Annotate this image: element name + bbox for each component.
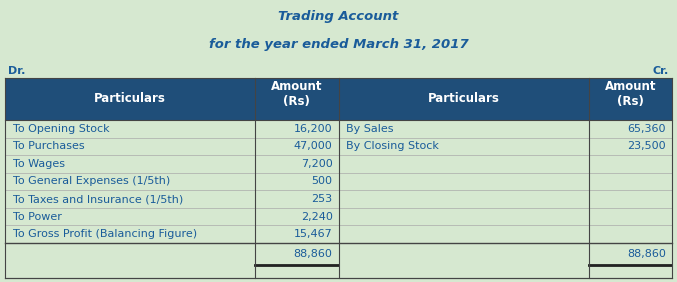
Text: To Opening Stock: To Opening Stock (13, 124, 110, 134)
Text: Amount
(Rs): Amount (Rs) (605, 80, 656, 108)
Text: By Sales: By Sales (347, 124, 394, 134)
Text: To Wages: To Wages (13, 159, 65, 169)
Text: 88,860: 88,860 (294, 249, 332, 259)
Text: Trading Account: Trading Account (278, 10, 399, 23)
Text: 500: 500 (311, 177, 332, 186)
Text: 2,240: 2,240 (301, 212, 332, 222)
Text: Particulars: Particulars (428, 92, 500, 105)
Text: 23,500: 23,500 (628, 141, 666, 151)
Text: 47,000: 47,000 (294, 141, 332, 151)
Text: To Purchases: To Purchases (13, 141, 85, 151)
Text: To Taxes and Insurance (1/5th): To Taxes and Insurance (1/5th) (13, 194, 183, 204)
Text: for the year ended March 31, 2017: for the year ended March 31, 2017 (209, 38, 468, 51)
Text: 253: 253 (311, 194, 332, 204)
Text: Amount
(Rs): Amount (Rs) (271, 80, 322, 108)
Text: 88,860: 88,860 (627, 249, 666, 259)
Text: Dr.: Dr. (8, 66, 25, 76)
Text: Cr.: Cr. (653, 66, 669, 76)
Bar (5, 78, 672, 120)
Text: To General Expenses (1/5th): To General Expenses (1/5th) (13, 177, 170, 186)
Text: 15,467: 15,467 (294, 229, 332, 239)
Text: 16,200: 16,200 (294, 124, 332, 134)
Text: Particulars: Particulars (94, 92, 166, 105)
Bar (5, 120, 672, 278)
Text: 65,360: 65,360 (628, 124, 666, 134)
Text: 7,200: 7,200 (301, 159, 332, 169)
Text: To Gross Profit (Balancing Figure): To Gross Profit (Balancing Figure) (13, 229, 197, 239)
Text: By Closing Stock: By Closing Stock (347, 141, 439, 151)
Text: To Power: To Power (13, 212, 62, 222)
